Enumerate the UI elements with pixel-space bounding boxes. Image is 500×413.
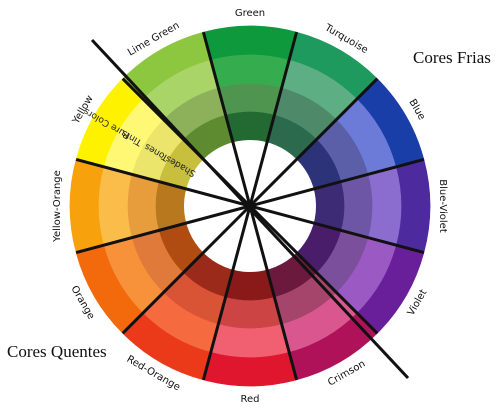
wheel-spoke — [75, 204, 251, 255]
wheel-spoke — [249, 157, 425, 208]
wheel-spoke — [248, 205, 299, 381]
wheel-spoke — [75, 157, 251, 208]
wheel-cell-blue-violet-ring-3 — [340, 174, 373, 238]
wheel-cell-yellow-orange-ring-3 — [127, 174, 160, 238]
wheel-cell-green-ring-2 — [210, 54, 290, 89]
wheel-spoke — [248, 31, 299, 207]
segment-label-violet: Violet — [406, 288, 430, 318]
segment-label-red: Red — [241, 394, 260, 405]
warm-cool-divider-line — [90, 38, 410, 380]
segment-label-green: Green — [235, 8, 265, 19]
segment-label-blue-violet: Blue-Violet — [437, 179, 448, 233]
wheel-spoke — [121, 204, 252, 335]
wheel-spoke — [248, 77, 379, 208]
wheel-segments — [69, 25, 431, 387]
wheel-cell-red-ring-3 — [218, 296, 282, 329]
cool-colors-label: Cores Frias — [413, 48, 491, 67]
wheel-spoke — [201, 31, 252, 207]
wheel-cell-yellow-orange-ring-2 — [98, 166, 133, 246]
segment-label-blue: Blue — [406, 97, 427, 122]
wheel-cell-red-ring-2 — [210, 323, 290, 358]
wheel-cell-blue-violet-ring-2 — [367, 166, 402, 246]
wheel-spoke — [249, 204, 425, 255]
warm-colors-label: Cores Quentes — [7, 342, 107, 361]
segment-label-yellow-orange: Yellow-Orange — [52, 170, 63, 243]
wheel-spoke — [201, 205, 252, 381]
wheel-cell-green-ring-3 — [218, 83, 282, 116]
wheel-spoke — [248, 204, 379, 335]
